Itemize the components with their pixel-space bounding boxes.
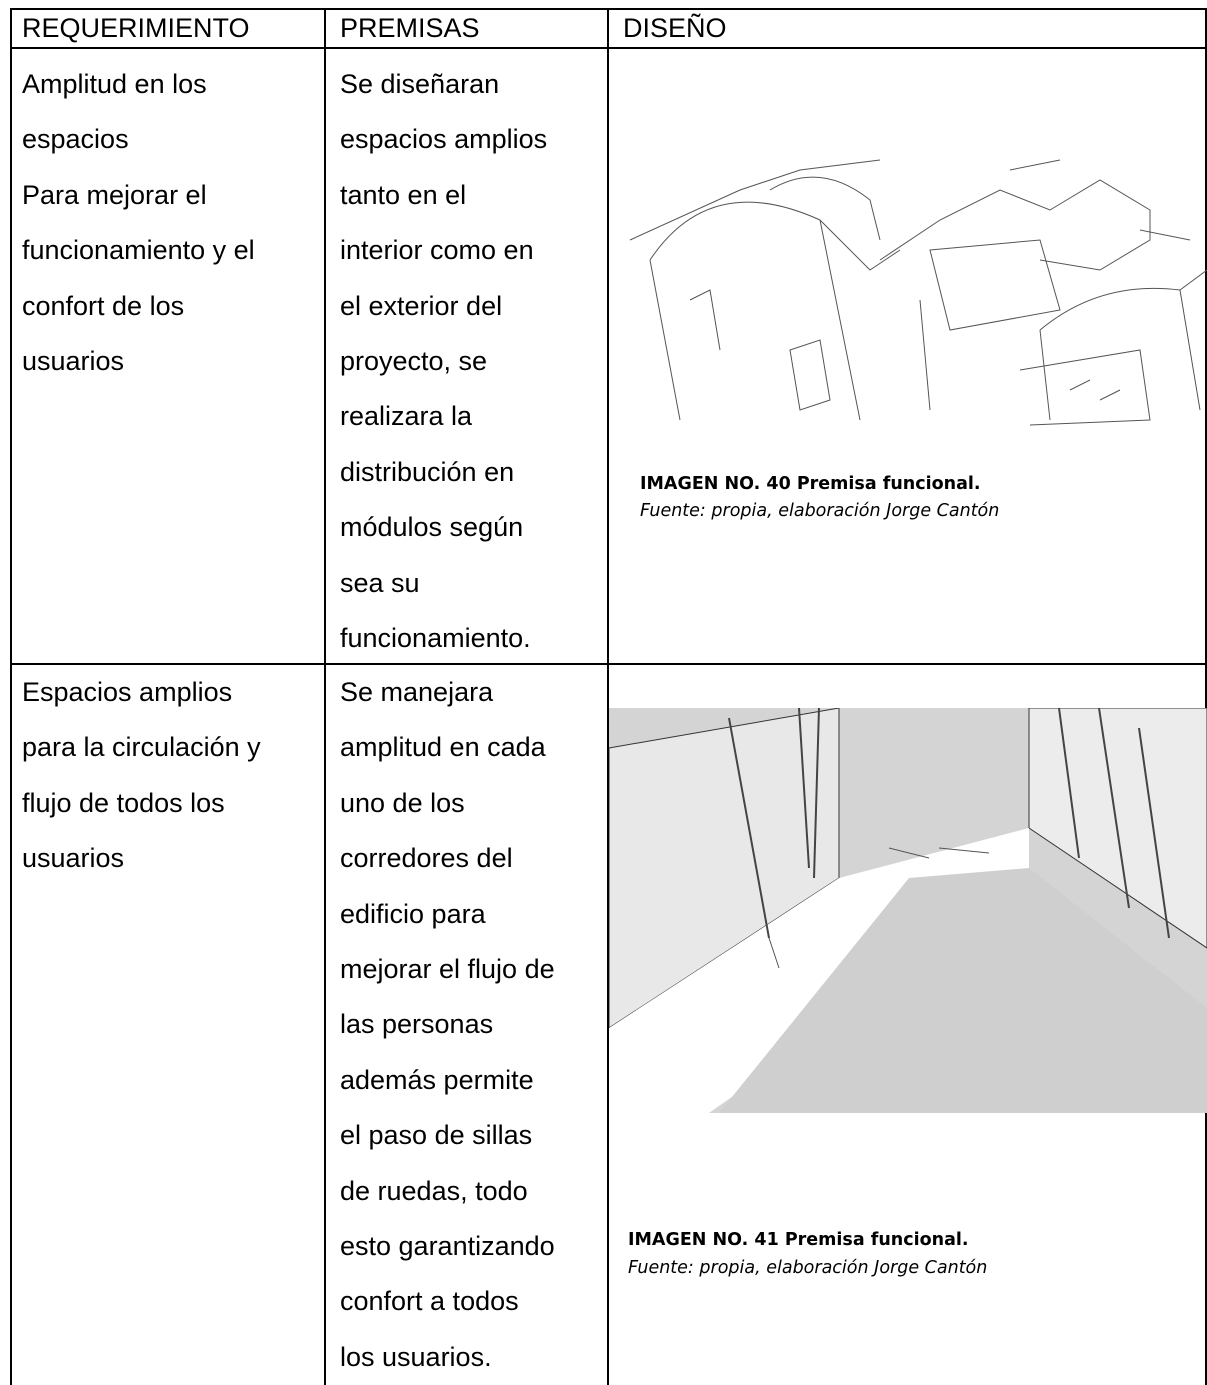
- requirement-line: funcionamiento y el: [22, 235, 255, 266]
- image-render: [609, 708, 1207, 1113]
- premise-line: edificio para: [340, 898, 486, 929]
- requirement-line: Amplitud en los: [22, 69, 207, 99]
- premise-line: funcionamiento.: [340, 623, 531, 653]
- requirement-line: flujo de todos los: [22, 787, 225, 818]
- header-cell: REQUERIMIENTO: [22, 13, 250, 43]
- border: [607, 8, 609, 1385]
- premise-line: esto garantizando: [340, 1231, 555, 1261]
- requirement-line: espacios: [22, 124, 129, 155]
- border: [1205, 8, 1207, 1385]
- requirement-line: para la circulación y: [22, 732, 261, 763]
- premise-line: el paso de sillas: [340, 1120, 533, 1151]
- requirement-line: confort de los: [22, 290, 185, 321]
- border: [324, 8, 326, 1385]
- premise-line: tanto en el: [340, 179, 467, 210]
- header-cell: DISEÑO: [623, 13, 727, 43]
- premise-line: distribución en: [340, 456, 515, 487]
- border: [10, 8, 12, 1385]
- requirement-line: usuarios: [22, 843, 125, 874]
- requirement-line: usuarios: [22, 346, 125, 376]
- requirement-line: Espacios amplios: [22, 677, 233, 707]
- premise-line: mejorar el flujo de: [340, 954, 555, 984]
- premise-line: uno de los: [340, 787, 465, 818]
- premise-line: módulos según: [340, 512, 524, 543]
- premise-line: el exterior del: [340, 290, 503, 321]
- premise-line: amplitud en cada: [340, 732, 546, 763]
- requirement-line: Para mejorar el: [22, 179, 207, 210]
- premise-line: además permite: [340, 1064, 534, 1095]
- premise-line: sea su: [340, 567, 420, 598]
- header-cell: PREMISAS: [340, 13, 480, 43]
- premise-line: las personas: [340, 1009, 494, 1040]
- premise-line: Se manejara: [340, 677, 494, 707]
- premise-line: corredores del: [340, 843, 513, 874]
- premise-line: los usuarios.: [340, 1341, 492, 1372]
- caption-source: Fuente: propia, elaboración Jorge Cantón: [628, 1258, 988, 1278]
- premise-line: realizara la: [340, 401, 473, 432]
- caption-title: IMAGEN NO. 41 Premisa funcional.: [628, 1230, 969, 1250]
- premise-line: interior como en: [340, 235, 534, 266]
- premise-line: proyecto, se: [340, 346, 488, 376]
- premise-line: confort a todos: [340, 1286, 519, 1317]
- premise-line: espacios amplios: [340, 124, 548, 155]
- premise-line: Se diseñaran: [340, 69, 500, 99]
- premise-line: de ruedas, todo: [340, 1175, 528, 1206]
- caption-source: Fuente: propia, elaboración Jorge Cantón: [640, 501, 1000, 521]
- image-sketch: [629, 159, 1207, 426]
- caption-title: IMAGEN NO. 40 Premisa funcional.: [640, 474, 981, 494]
